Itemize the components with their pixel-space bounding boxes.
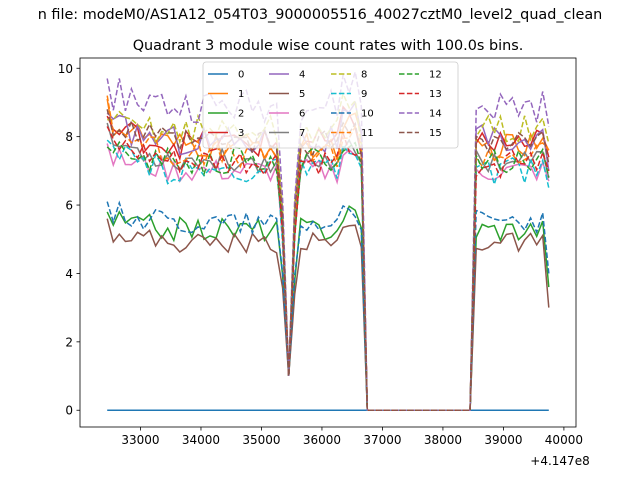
x-tick-label: 37000	[363, 433, 401, 447]
series-line-12	[106, 140, 550, 411]
y-tick-label: 2	[65, 335, 73, 349]
series-line-10	[106, 200, 550, 411]
axes-frame	[79, 57, 577, 428]
x-offset-label: +4.147e8	[530, 454, 589, 468]
series-line-15	[106, 109, 550, 411]
x-tick-label: 35000	[242, 433, 280, 447]
x-tick-label: 40000	[545, 433, 583, 447]
x-tick-label: 36000	[303, 433, 341, 447]
y-tick-label: 8	[65, 130, 73, 144]
series-line-5	[106, 218, 550, 411]
legend-label: 7	[299, 128, 305, 139]
legend-label: 5	[299, 89, 305, 100]
y-tick-label: 10	[58, 62, 73, 76]
legend-label: 2	[238, 109, 244, 120]
axis-ticks: 33000 34000 35000 36000 37000 38000 39000 40000…	[58, 62, 583, 447]
legend-label: 11	[361, 128, 374, 139]
y-tick-label: 0	[65, 404, 73, 418]
legend-label: 4	[299, 70, 305, 81]
x-tick-label: 39000	[484, 433, 522, 447]
y-tick-label: 6	[65, 199, 73, 213]
legend-label: 0	[238, 70, 244, 81]
legend-label: 1	[238, 89, 244, 100]
y-tick-label: 4	[65, 267, 73, 281]
legend-box	[202, 61, 459, 149]
legend-label: 3	[238, 128, 244, 139]
chart-title: Quadrant 3 module wise count rates with …	[133, 38, 524, 54]
legend-label: 14	[429, 109, 442, 120]
legend-label: 12	[429, 70, 442, 81]
figure-suptitle: n file: modeM0/AS1A12_054T03_9000005516_…	[38, 7, 603, 23]
legend-label: 6	[299, 109, 305, 120]
x-tick-label: 38000	[424, 433, 462, 447]
legend-label: 10	[361, 109, 374, 120]
legend-label: 9	[361, 89, 367, 100]
legend-label: 8	[361, 70, 367, 81]
x-tick-label: 33000	[121, 433, 159, 447]
x-tick-label: 34000	[182, 433, 220, 447]
legend-label: 13	[429, 89, 442, 100]
legend-label: 15	[429, 128, 442, 139]
